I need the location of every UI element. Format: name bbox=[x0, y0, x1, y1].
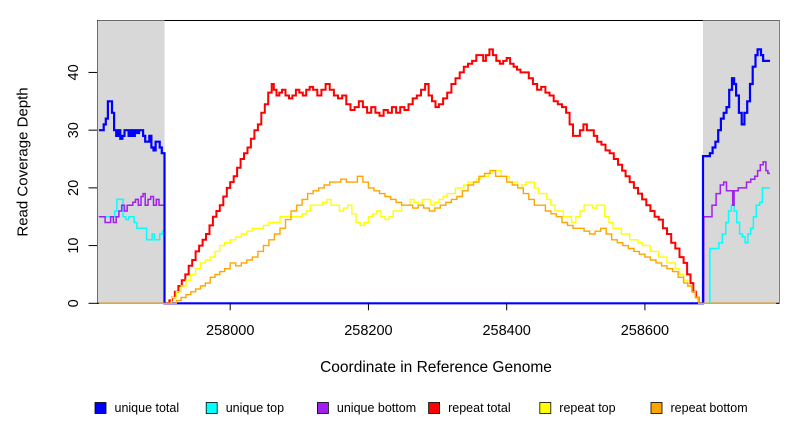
legend-item-repeat-top: repeat top bbox=[539, 401, 616, 415]
series-unique-bottom bbox=[98, 161, 770, 305]
y-tick-label: 40 bbox=[66, 64, 82, 80]
legend-label: unique total bbox=[115, 401, 180, 415]
y-tick-label: 20 bbox=[66, 180, 82, 196]
legend: unique total unique top unique bottom repea… bbox=[94, 401, 748, 415]
series-repeat-total bbox=[166, 48, 700, 305]
y-tick-label: 10 bbox=[66, 238, 82, 254]
x-axis-title: Coordinate in Reference Genome bbox=[320, 359, 552, 376]
y-axis-title: Read Coverage Depth bbox=[14, 87, 31, 236]
series-repeat-top bbox=[166, 169, 700, 304]
legend-swatch bbox=[539, 402, 552, 414]
legend-label: repeat bottom bbox=[671, 401, 748, 415]
legend-item-unique-top: unique top bbox=[205, 401, 284, 415]
legend-item-repeat-bottom: repeat bottom bbox=[650, 401, 748, 415]
masked-region bbox=[702, 20, 779, 304]
legend-item-repeat-total: repeat total bbox=[428, 401, 511, 415]
masked-region bbox=[97, 20, 165, 304]
legend-label: repeat top bbox=[559, 401, 615, 415]
legend-swatch bbox=[205, 402, 218, 414]
legend-swatch bbox=[650, 402, 663, 414]
legend-swatch bbox=[316, 402, 329, 414]
plot-layers: 258000 258200 258400 258600 0 10 20 30 40 bbox=[66, 20, 780, 339]
x-tick-label: 258400 bbox=[482, 323, 530, 339]
x-tick-label: 258000 bbox=[206, 323, 254, 339]
legend-label: repeat total bbox=[448, 401, 511, 415]
legend-item-unique-bottom: unique bottom bbox=[316, 401, 416, 415]
legend-swatch bbox=[428, 402, 441, 414]
legend-swatch bbox=[94, 402, 107, 414]
y-tick-label: 30 bbox=[66, 122, 82, 138]
series-repeat-bottom bbox=[98, 169, 777, 304]
x-tick-label: 258600 bbox=[621, 323, 669, 339]
legend-label: unique top bbox=[226, 401, 284, 415]
y-tick-label: 0 bbox=[66, 299, 82, 307]
series-unique-total bbox=[98, 48, 770, 305]
legend-label: unique bottom bbox=[337, 401, 416, 415]
legend-item-unique-total: unique total bbox=[94, 401, 180, 415]
x-tick-label: 258200 bbox=[344, 323, 392, 339]
